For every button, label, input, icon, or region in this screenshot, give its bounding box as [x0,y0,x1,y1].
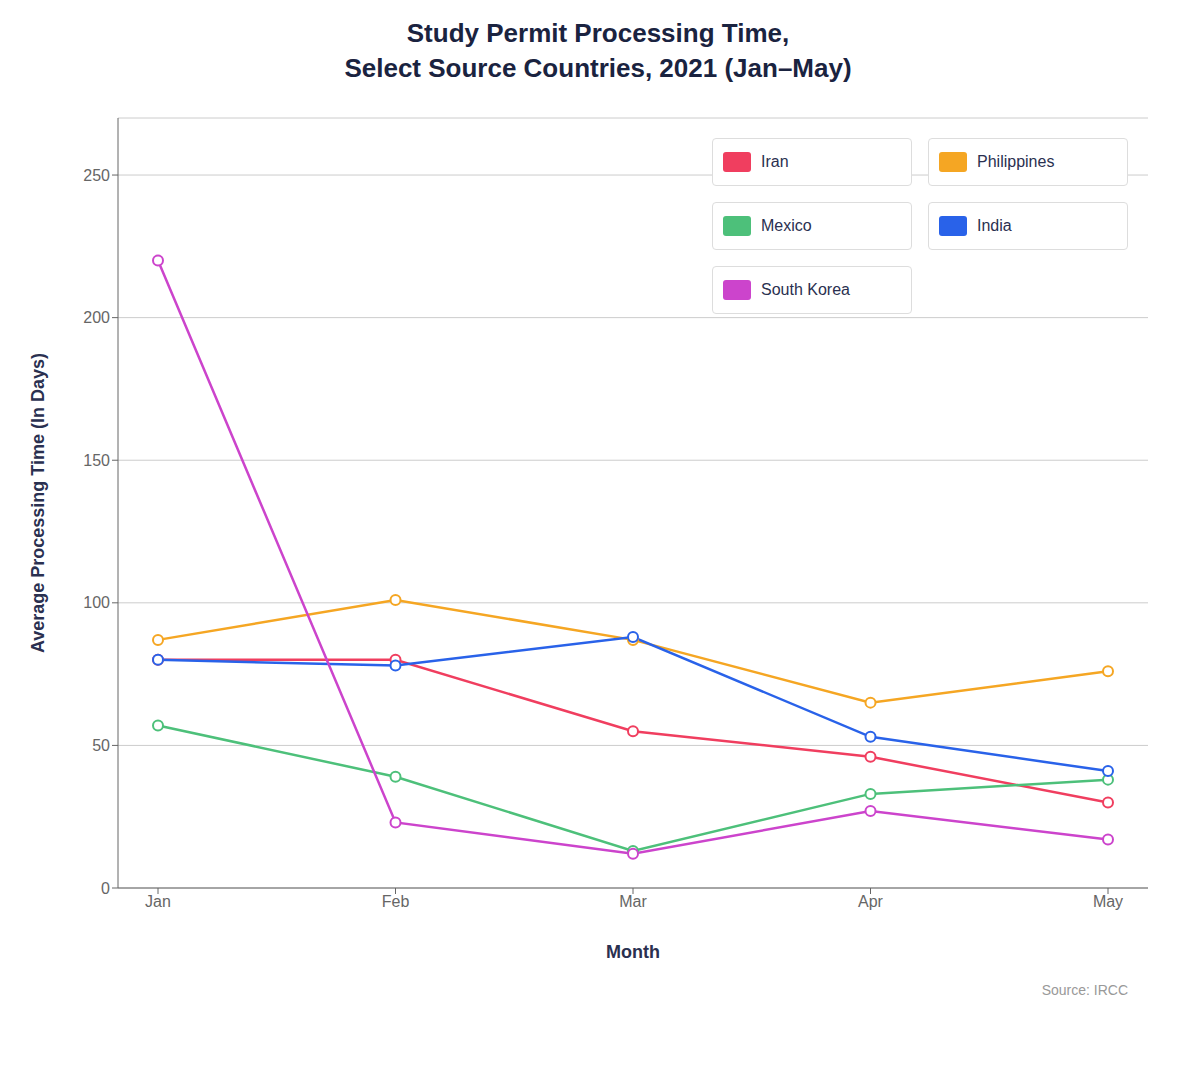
svg-text:Apr: Apr [858,894,884,911]
html-text:Select Source Countries, 2021: Select Source Countries, 2021 (Jan–May) [344,53,852,84]
html-text:India: India [977,217,1012,235]
svg-text:Average Processing Time (In Da: Average Processing Time (In Days) [28,353,48,653]
html-text:Iran: Iran [761,153,789,171]
html-text:Mexico: Mexico [761,217,812,235]
html-text:Philippines: Philippines [977,153,1055,171]
svg-text:May: May [1093,894,1123,911]
svg-text:Feb: Feb [382,894,410,911]
svg-text:0: 0 [101,880,110,897]
svg-text:Mar: Mar [619,894,647,911]
html-text:Study Permit Processing Time,: Study Permit Processing Time, [406,18,790,48]
svg-text:200: 200 [83,309,110,326]
svg-text:50: 50 [92,737,110,754]
svg-text:100: 100 [83,595,110,612]
svg-text:Jan: Jan [145,894,171,911]
svg-text:Month: Month [606,942,660,962]
html-text:Source: IRCC: Source: IRCC [1041,982,1128,999]
svg-text:150: 150 [83,452,110,469]
html-text:South Korea: South Korea [761,281,850,299]
svg-text:250: 250 [83,167,110,184]
